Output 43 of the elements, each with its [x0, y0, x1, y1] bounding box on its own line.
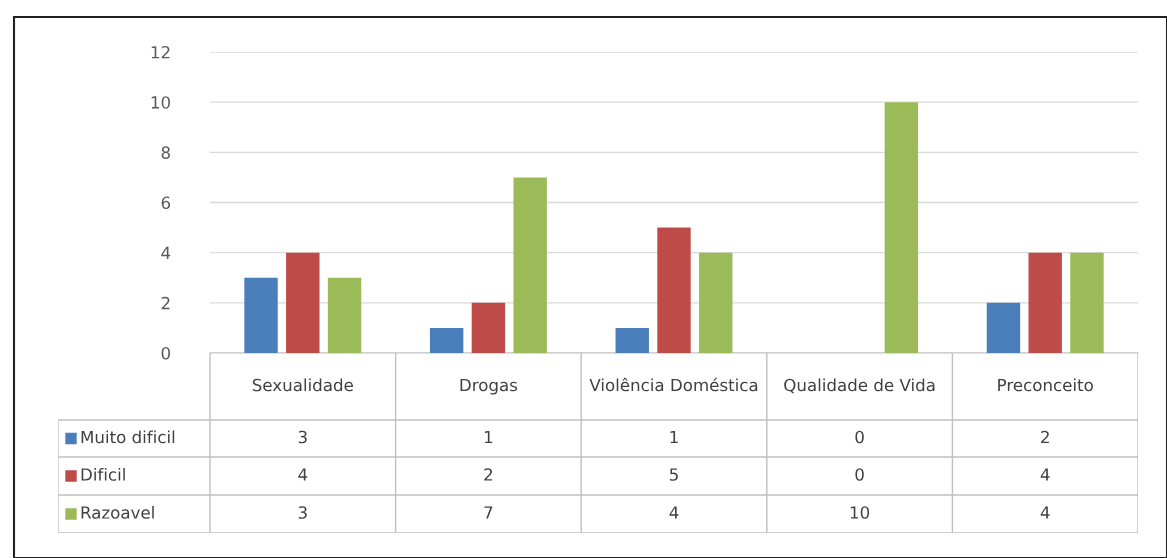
legend-label: Razoavel [81, 505, 154, 519]
data-label: 4 [669, 506, 679, 519]
y-tick-label: 4 [161, 246, 171, 259]
y-tick-label: 8 [161, 146, 170, 159]
data-label: 5 [669, 468, 678, 481]
y-tick-label: 12 [151, 45, 170, 59]
x-tick-label: Violência Doméstica [589, 377, 758, 392]
bar [884, 102, 919, 353]
bar [244, 277, 278, 353]
bar [471, 302, 506, 353]
y-tick-label: 6 [161, 196, 171, 210]
x-tick-label: Sexualidade [252, 378, 353, 392]
y-tick-label: 2 [161, 296, 170, 310]
data-label: 2 [484, 468, 493, 481]
bar [327, 277, 362, 353]
bar [657, 227, 691, 353]
bar [1028, 252, 1062, 353]
data-label: 7 [484, 506, 493, 519]
bar [513, 177, 547, 353]
data-label: 4 [1040, 468, 1050, 481]
data-label: 1 [670, 430, 678, 444]
data-label: 0 [855, 430, 864, 444]
data-label: 10 [850, 506, 870, 519]
bar [699, 252, 733, 353]
data-label: 4 [298, 468, 308, 481]
bar [286, 252, 320, 353]
data-label: 2 [1041, 430, 1049, 444]
bar [1070, 252, 1104, 353]
legend-label: Dificil [81, 467, 125, 481]
data-label: 3 [298, 506, 307, 519]
bar [429, 327, 464, 353]
x-tick-label: Qualidade de Vida [784, 378, 935, 394]
bar [615, 327, 649, 353]
bar [986, 302, 1021, 353]
legend-label: Muito dificil [81, 430, 175, 444]
data-label: 0 [855, 468, 864, 481]
y-tick-label: 10 [151, 96, 170, 109]
data-label: 1 [484, 430, 493, 444]
y-tick-label: 0 [161, 346, 170, 360]
x-tick-label: Drogas [460, 378, 518, 395]
data-label: 4 [1040, 506, 1050, 519]
data-label: 3 [298, 430, 307, 444]
x-tick-label: Preconceito [998, 378, 1093, 392]
